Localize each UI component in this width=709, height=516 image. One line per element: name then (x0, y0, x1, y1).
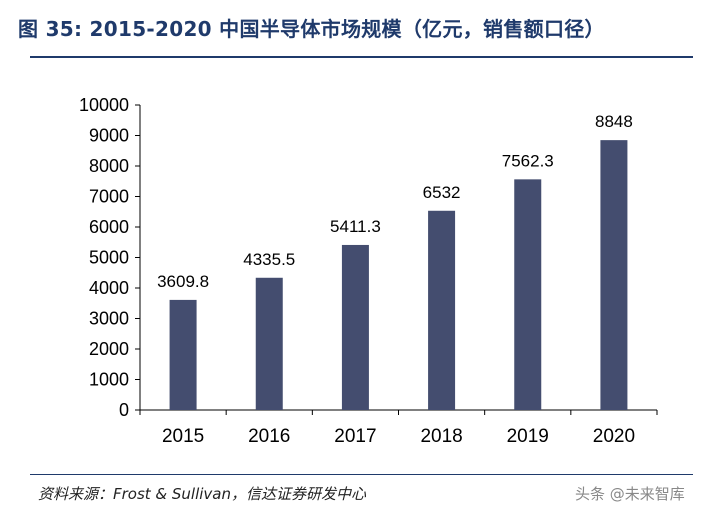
source-note: 资料来源：Frost & Sullivan，信达证券研发中心 (38, 485, 367, 503)
bar-2019 (514, 179, 542, 410)
x-tick-label-2018: 2018 (420, 426, 462, 447)
y-tick-label: 10000 (79, 95, 129, 115)
data-label-2019: 7562.3 (502, 151, 554, 170)
watermark-text: 头条 @未来智库 (575, 485, 685, 503)
data-label-2016: 4335.5 (243, 250, 295, 269)
bar-2016 (255, 277, 283, 410)
y-tick-label: 4000 (89, 278, 129, 298)
y-tick-label: 7000 (89, 187, 129, 207)
x-tick-label-2017: 2017 (334, 426, 376, 447)
title-divider (30, 56, 693, 58)
y-tick-label: 1000 (89, 370, 129, 390)
bar-2015 (169, 299, 197, 410)
y-tick-label: 2000 (89, 339, 129, 359)
data-label-2017: 5411.3 (330, 217, 381, 236)
y-tick-label: 3000 (89, 309, 129, 329)
y-tick-label: 9000 (89, 126, 129, 146)
y-tick-label: 0 (119, 400, 129, 420)
bar-2017 (341, 244, 369, 410)
x-tick-label-2019: 2019 (507, 426, 549, 447)
bar-chart: 0 1000 2000 3000 4000 5000 6000 7000 8000 9000 100… (79, 95, 658, 447)
data-label-2020: 8848 (595, 112, 633, 131)
footer-divider (30, 474, 693, 475)
x-tick-label-2020: 2020 (593, 426, 635, 447)
chart-title: 图 35: 2015-2020 中国半导体市场规模（亿元，销售额口径） (18, 17, 605, 41)
x-tick-label-2015: 2015 (162, 426, 204, 447)
y-tick-label: 5000 (89, 248, 129, 268)
y-tick-label: 6000 (89, 217, 129, 237)
data-label-2018: 6532 (423, 183, 461, 202)
bar-2020 (600, 140, 628, 411)
x-tick-label-2016: 2016 (248, 426, 290, 447)
data-label-2015: 3609.8 (157, 272, 209, 291)
bar-2018 (428, 210, 456, 410)
y-tick-label: 8000 (89, 156, 129, 176)
